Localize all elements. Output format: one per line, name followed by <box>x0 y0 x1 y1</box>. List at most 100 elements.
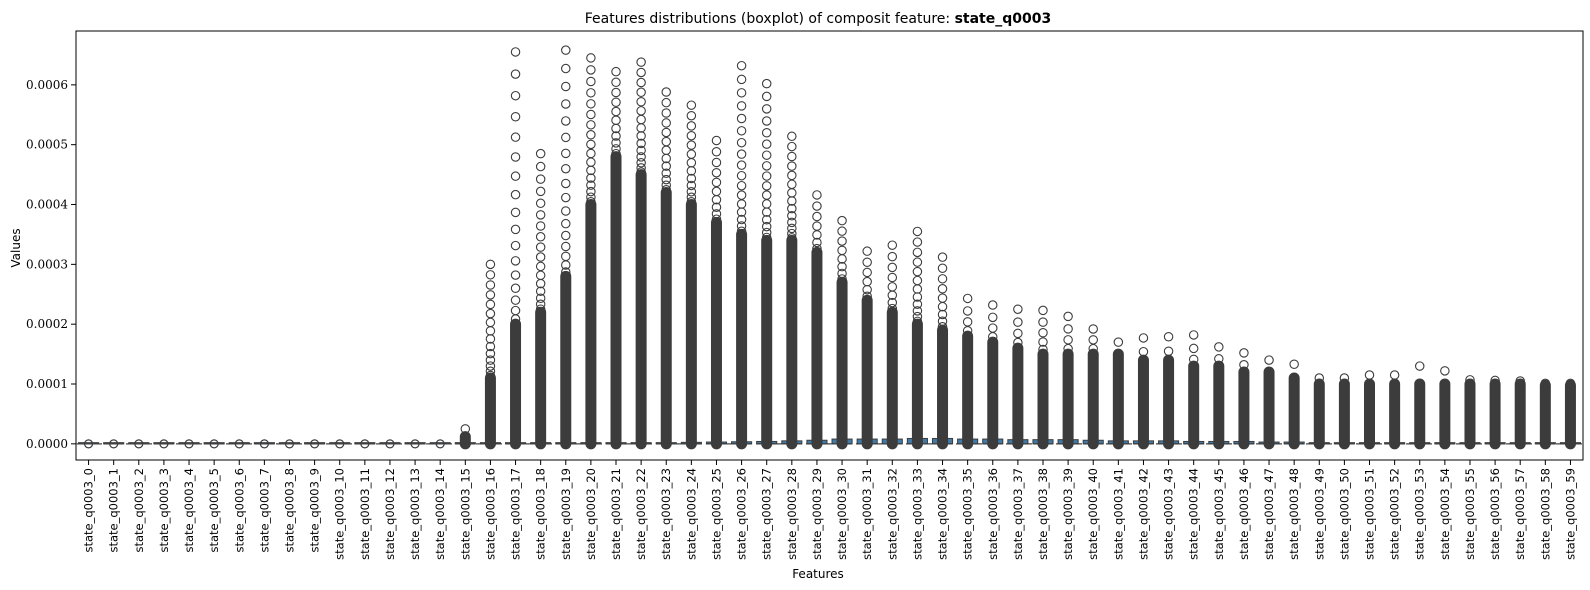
outlier-point <box>636 169 646 180</box>
box-state_q0003_12 <box>379 439 401 449</box>
x-tick-label: state_q0003_39 <box>1061 468 1075 560</box>
outlier-point <box>561 63 571 74</box>
outlier-point <box>812 221 822 231</box>
outlier-point <box>736 221 747 231</box>
outlier-point <box>686 187 697 197</box>
outlier-point <box>686 121 697 131</box>
outlier-point <box>1465 375 1475 385</box>
outlier-point <box>234 439 244 449</box>
outlier-point <box>1389 370 1400 380</box>
outlier-point <box>787 217 797 228</box>
x-tick-label: state_q0003_37 <box>1011 468 1025 560</box>
box-state_q0003_7 <box>253 439 275 449</box>
outlier-point <box>586 65 596 75</box>
outlier-point <box>535 304 546 314</box>
outlier-point <box>912 275 923 286</box>
outlier-point <box>1389 379 1400 389</box>
outlier-point <box>535 242 546 252</box>
outlier-point <box>636 67 646 78</box>
outlier-point <box>485 355 496 365</box>
outlier-point <box>837 245 847 256</box>
outlier-point <box>787 179 797 190</box>
outlier-point <box>686 149 697 159</box>
outlier-point <box>912 319 923 329</box>
outlier-point <box>1013 317 1023 327</box>
outlier-point <box>510 207 521 218</box>
outlier-point <box>586 173 596 183</box>
box-state_q0003_2 <box>128 439 150 449</box>
outlier-point <box>1440 366 1450 376</box>
outlier-point <box>1188 354 1199 365</box>
outlier-point <box>988 300 998 310</box>
outlier-point <box>711 146 722 157</box>
outlier-point <box>636 145 646 156</box>
outlier-point <box>887 303 898 314</box>
outlier-point <box>912 299 923 310</box>
x-tick-label: state_q0003_5 <box>207 468 221 553</box>
outlier-point <box>736 113 747 124</box>
outlier-point <box>787 161 797 171</box>
outlier-point <box>661 187 671 198</box>
y-tick-label: 0.0005 <box>26 138 68 152</box>
outlier-point <box>761 199 772 209</box>
outlier-point <box>561 99 571 109</box>
outlier-point <box>561 241 571 252</box>
outlier-point <box>636 152 646 162</box>
box-state_q0003_35 <box>957 293 979 450</box>
outlier-point <box>837 261 847 272</box>
outlier-point <box>736 170 747 181</box>
outlier-point <box>736 137 747 148</box>
box-state_q0003_8 <box>278 439 301 449</box>
y-tick-label: 0.0000 <box>26 437 68 451</box>
box-state_q0003_42 <box>1132 333 1155 450</box>
x-tick-label: state_q0003_34 <box>936 468 950 560</box>
outlier-point <box>586 130 596 140</box>
outlier-point <box>887 282 898 292</box>
outlier-point <box>1038 317 1048 327</box>
box-state_q0003_53 <box>1409 361 1431 450</box>
outlier-point <box>1465 379 1475 389</box>
outlier-point <box>1013 337 1023 348</box>
outlier-point <box>686 130 697 141</box>
outlier-point <box>485 290 496 300</box>
outlier-point <box>485 299 496 310</box>
x-tick-label: state_q0003_33 <box>910 468 924 560</box>
outlier-point <box>460 424 471 434</box>
box-state_q0003_6 <box>228 439 250 449</box>
outlier-point <box>1490 379 1500 389</box>
outlier-point <box>661 118 671 128</box>
x-tick-label: state_q0003_43 <box>1162 468 1176 560</box>
outlier-point <box>787 228 797 239</box>
outlier-point <box>485 270 496 280</box>
x-tick-label: state_q0003_3 <box>157 468 171 553</box>
box-state_q0003_47 <box>1258 355 1280 450</box>
outlier-point <box>510 152 521 162</box>
outlier-point <box>535 293 546 303</box>
outlier-point <box>159 439 169 449</box>
y-tick-label: 0.0001 <box>26 377 68 391</box>
y-axis-label: Values <box>9 228 23 267</box>
box-state_q0003_41 <box>1107 337 1129 450</box>
box-state_q0003_10 <box>329 439 351 449</box>
outlier-point <box>988 337 998 347</box>
x-tick-label: state_q0003_48 <box>1287 468 1301 560</box>
outlier-point <box>1440 379 1450 389</box>
outlier-point <box>1163 346 1174 356</box>
x-tick-label: state_q0003_55 <box>1463 468 1477 560</box>
outlier-point <box>535 261 546 272</box>
box-state_q0003_11 <box>354 439 376 449</box>
outlier-point <box>535 270 546 281</box>
outlier-point <box>761 161 772 171</box>
x-tick-label: state_q0003_24 <box>684 468 698 560</box>
outlier-point <box>586 76 596 87</box>
x-tick-label: state_q0003_30 <box>835 468 849 560</box>
outlier-point <box>535 174 546 184</box>
outlier-point <box>761 91 772 102</box>
outlier-point <box>485 326 496 336</box>
x-tick-label: state_q0003_12 <box>383 468 397 560</box>
outlier-point <box>561 148 571 159</box>
outlier-point <box>912 257 923 267</box>
outlier-point <box>887 240 898 250</box>
plot-frame <box>75 30 1584 461</box>
outlier-point <box>1540 378 1551 389</box>
